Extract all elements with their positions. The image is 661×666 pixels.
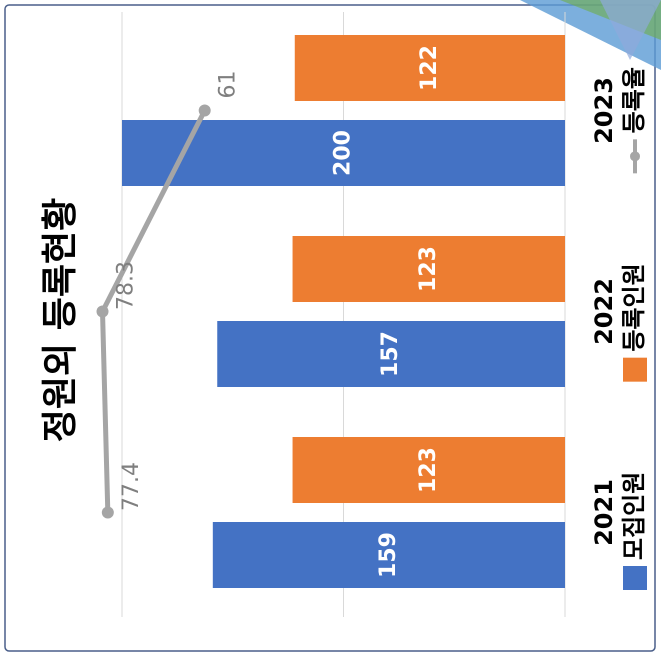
data-label: 159 bbox=[376, 532, 401, 578]
data-label: 200 bbox=[331, 130, 356, 176]
line-marker bbox=[96, 305, 109, 318]
x-tick-label: 2021 bbox=[590, 479, 618, 546]
chart-title: 정원외 등록현황 bbox=[40, 198, 81, 442]
x-tick-label: 2022 bbox=[590, 278, 618, 345]
rotated-chart: 정원외 등록현황 159 157 200 123 123 122 2021 2022 2023 7… bbox=[40, 12, 648, 617]
bar bbox=[292, 236, 565, 302]
legend-label: 등록율 bbox=[620, 67, 648, 133]
legend-label: 모집인원 bbox=[620, 472, 648, 560]
bar bbox=[122, 120, 565, 186]
x-tick-label: 2023 bbox=[590, 77, 618, 144]
data-label: 122 bbox=[417, 45, 442, 91]
data-label: 123 bbox=[416, 246, 441, 292]
data-label: 123 bbox=[416, 447, 441, 493]
decoration bbox=[600, 0, 661, 60]
line-marker bbox=[198, 104, 211, 117]
legend-swatch bbox=[623, 357, 647, 382]
data-label: 157 bbox=[378, 331, 403, 377]
data-label: 77.4 bbox=[119, 462, 144, 511]
legend-swatch bbox=[623, 566, 647, 590]
bar bbox=[217, 321, 565, 387]
data-label: 61 bbox=[216, 71, 241, 99]
bar bbox=[292, 437, 565, 503]
bar bbox=[212, 522, 565, 588]
data-label: 78.3 bbox=[114, 261, 139, 310]
line-marker bbox=[101, 506, 114, 519]
bar bbox=[294, 35, 565, 101]
legend-label: 등록인원 bbox=[620, 263, 648, 351]
legend-marker bbox=[630, 151, 640, 162]
